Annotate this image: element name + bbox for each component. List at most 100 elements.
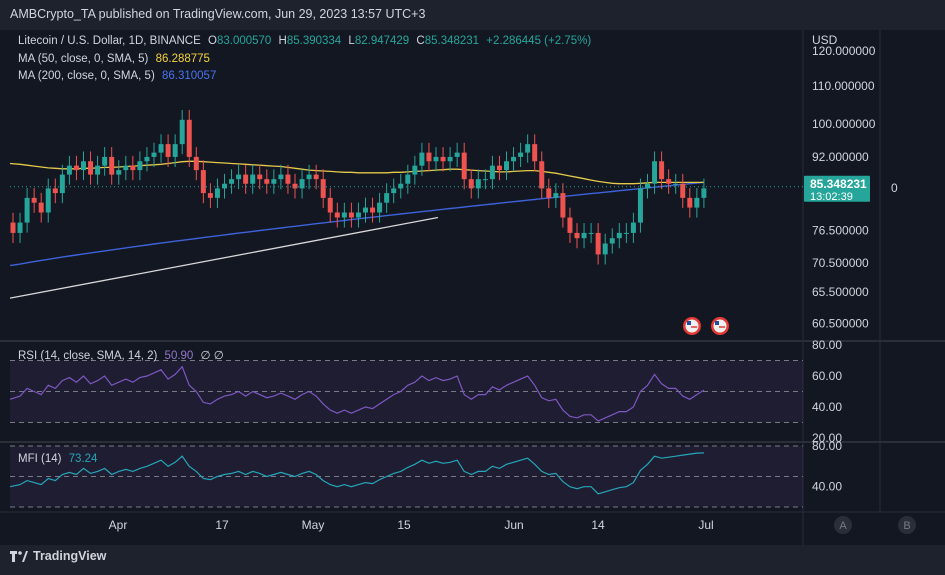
mfi-line (9, 452, 704, 495)
candle-body (257, 174, 263, 180)
ma50-label: MA (50, close, 0, SMA, 5) (18, 53, 149, 65)
axis-button-b-label: B (903, 520, 910, 532)
candle-body (588, 232, 594, 234)
mfi-value: 73.24 (68, 453, 98, 465)
candle-body (482, 179, 488, 181)
candle-body (207, 193, 213, 198)
candle-body (355, 212, 361, 218)
publisher-line: AMBCrypto_TA published on TradingView.co… (10, 7, 426, 21)
rsi-extra: ∅ ∅ (200, 350, 224, 362)
candle-body (560, 193, 566, 218)
candle-body (370, 207, 376, 213)
candle-body (384, 193, 390, 203)
candle-body (694, 197, 700, 208)
countdown-value: 13:02:39 (810, 191, 853, 203)
candle-body (229, 179, 235, 184)
candle-body (433, 156, 439, 162)
us-flag-icon-canton (715, 321, 719, 325)
ma200-legend[interactable]: MA (200, close, 0, SMA, 5) 86.310057 (18, 70, 220, 82)
candle-body (539, 161, 545, 189)
rsi-legend[interactable]: RSI (14, close, SMA, 14, 2) 50.90 ∅ ∅ (18, 348, 228, 362)
mfi-legend[interactable]: MFI (14) 73.24 (18, 453, 101, 465)
candle-body (341, 212, 347, 218)
candle-body (144, 156, 150, 162)
candle-body (186, 119, 192, 157)
candle-body (525, 144, 531, 153)
rsi-tick-label: 40.00 (812, 400, 842, 414)
candle-body (200, 170, 206, 194)
candle-body (243, 174, 249, 184)
high-label: H (278, 35, 287, 47)
ma200-label: MA (200, close, 0, SMA, 5) (18, 70, 155, 82)
candle-body (222, 183, 227, 189)
ma50-value: 86.288775 (155, 53, 210, 65)
zero-label: 0 (891, 181, 898, 195)
open-label: O (208, 35, 217, 47)
candle-body (652, 161, 658, 184)
candle-body (440, 156, 446, 162)
close-label: C (416, 35, 425, 47)
candle-body (687, 197, 693, 208)
time-tick-label: 17 (215, 518, 229, 532)
candle-body (419, 152, 425, 166)
candle-body (475, 179, 481, 189)
candle-body (151, 152, 157, 157)
currency-label: USD (812, 33, 838, 47)
mfi-tick-label: 40.00 (812, 480, 842, 494)
candle-body (412, 165, 418, 175)
trendline (9, 216, 439, 299)
candle-body (546, 188, 552, 198)
candle-body (17, 222, 23, 233)
candle-body (179, 119, 185, 145)
candle-body (116, 170, 122, 175)
candle-body (123, 165, 129, 171)
candle-body (271, 179, 277, 184)
axis-button-a-label: A (839, 520, 847, 532)
candle-body (236, 174, 242, 180)
price-tick-label: 120.000000 (812, 44, 876, 58)
open-value: 83.000570 (216, 35, 272, 47)
candle-body (165, 144, 171, 157)
candle-body (292, 183, 298, 189)
candle-body (102, 156, 108, 166)
price-tick-label: 100.000000 (812, 117, 876, 131)
rsi-tick-label: 80.00 (812, 338, 842, 352)
price-tick-label: 70.500000 (812, 256, 869, 270)
time-tick-label: 14 (591, 518, 605, 532)
candle-body (518, 152, 524, 157)
candle-body (52, 188, 58, 194)
rsi-value: 50.90 (164, 350, 194, 362)
candle-body (214, 188, 220, 198)
axis-button-a[interactable] (834, 516, 852, 534)
candle-body (73, 165, 79, 171)
candle-body (680, 183, 686, 198)
candle-body (193, 156, 199, 171)
footer-brand: TradingView (10, 549, 106, 563)
candle-body (158, 144, 164, 153)
price-tick-label: 76.500000 (812, 223, 869, 237)
time-tick-label: Jul (698, 518, 713, 532)
time-tick-label: 15 (397, 518, 411, 532)
candle-body (88, 161, 94, 175)
candle-body (637, 188, 643, 223)
candles-group (10, 109, 707, 265)
axis-button-b[interactable] (898, 516, 916, 534)
candle-body (313, 174, 319, 180)
symbol-title[interactable]: Litecoin / U.S. Dollar, 1D, BINANCE (18, 35, 201, 47)
candle-body (109, 156, 115, 175)
ma50-legend[interactable]: MA (50, close, 0, SMA, 5) 86.288775 (18, 53, 214, 65)
candle-body (10, 222, 16, 233)
mfi-label: MFI (14) (18, 453, 62, 465)
candle-body (59, 174, 65, 194)
candle-body (602, 243, 608, 255)
candle-body (24, 197, 30, 223)
candle-body (532, 144, 538, 162)
candle-body (609, 238, 615, 244)
candle-body (468, 179, 474, 189)
tradingview-logo-icon (10, 550, 28, 562)
candle-body (38, 202, 44, 213)
candle-body (285, 174, 291, 184)
candle-body (405, 174, 411, 184)
rsi-tick-label: 60.00 (812, 369, 842, 383)
